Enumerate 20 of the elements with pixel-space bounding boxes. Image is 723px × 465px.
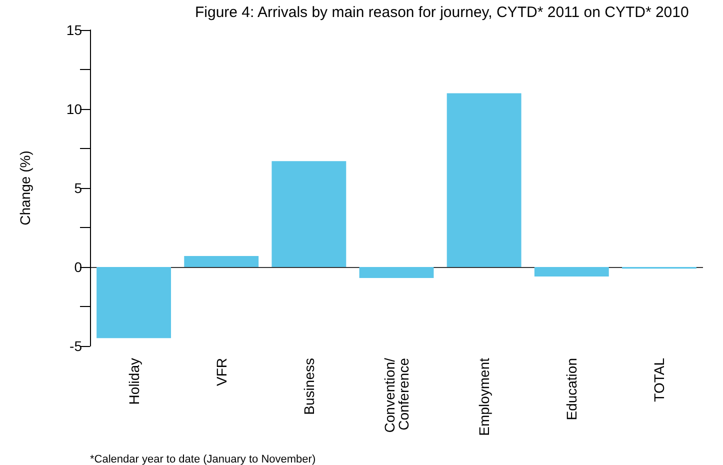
x-tick-label: Business bbox=[300, 358, 317, 415]
bar bbox=[534, 267, 609, 276]
bar bbox=[272, 161, 346, 267]
text: *Calendar year to date (January to November) bbox=[90, 454, 316, 465]
chart-title: Figure 4: Arrivals by main reason for journey, CYTD* 2011 on CYTD* 2010 bbox=[195, 4, 689, 21]
x-tick-label: VFR bbox=[213, 358, 230, 386]
y-tick-label: -5 bbox=[70, 338, 82, 354]
bar bbox=[446, 93, 522, 267]
x-tick-label: Employment bbox=[476, 358, 492, 436]
bar bbox=[96, 267, 172, 338]
y-tick-label: 5 bbox=[74, 180, 82, 196]
bar bbox=[184, 256, 259, 267]
y-tick-label: 10 bbox=[66, 101, 82, 117]
x-tick-label: Convention/ Conference bbox=[382, 358, 412, 433]
bar bbox=[359, 267, 434, 278]
x-tick-label: TOTAL bbox=[651, 358, 668, 402]
y-tick-label: 15 bbox=[66, 22, 82, 38]
y-axis-title: Change (%) bbox=[17, 150, 33, 226]
x-tick-label: Education bbox=[564, 358, 580, 420]
x-tick-label: Holiday bbox=[126, 358, 142, 405]
